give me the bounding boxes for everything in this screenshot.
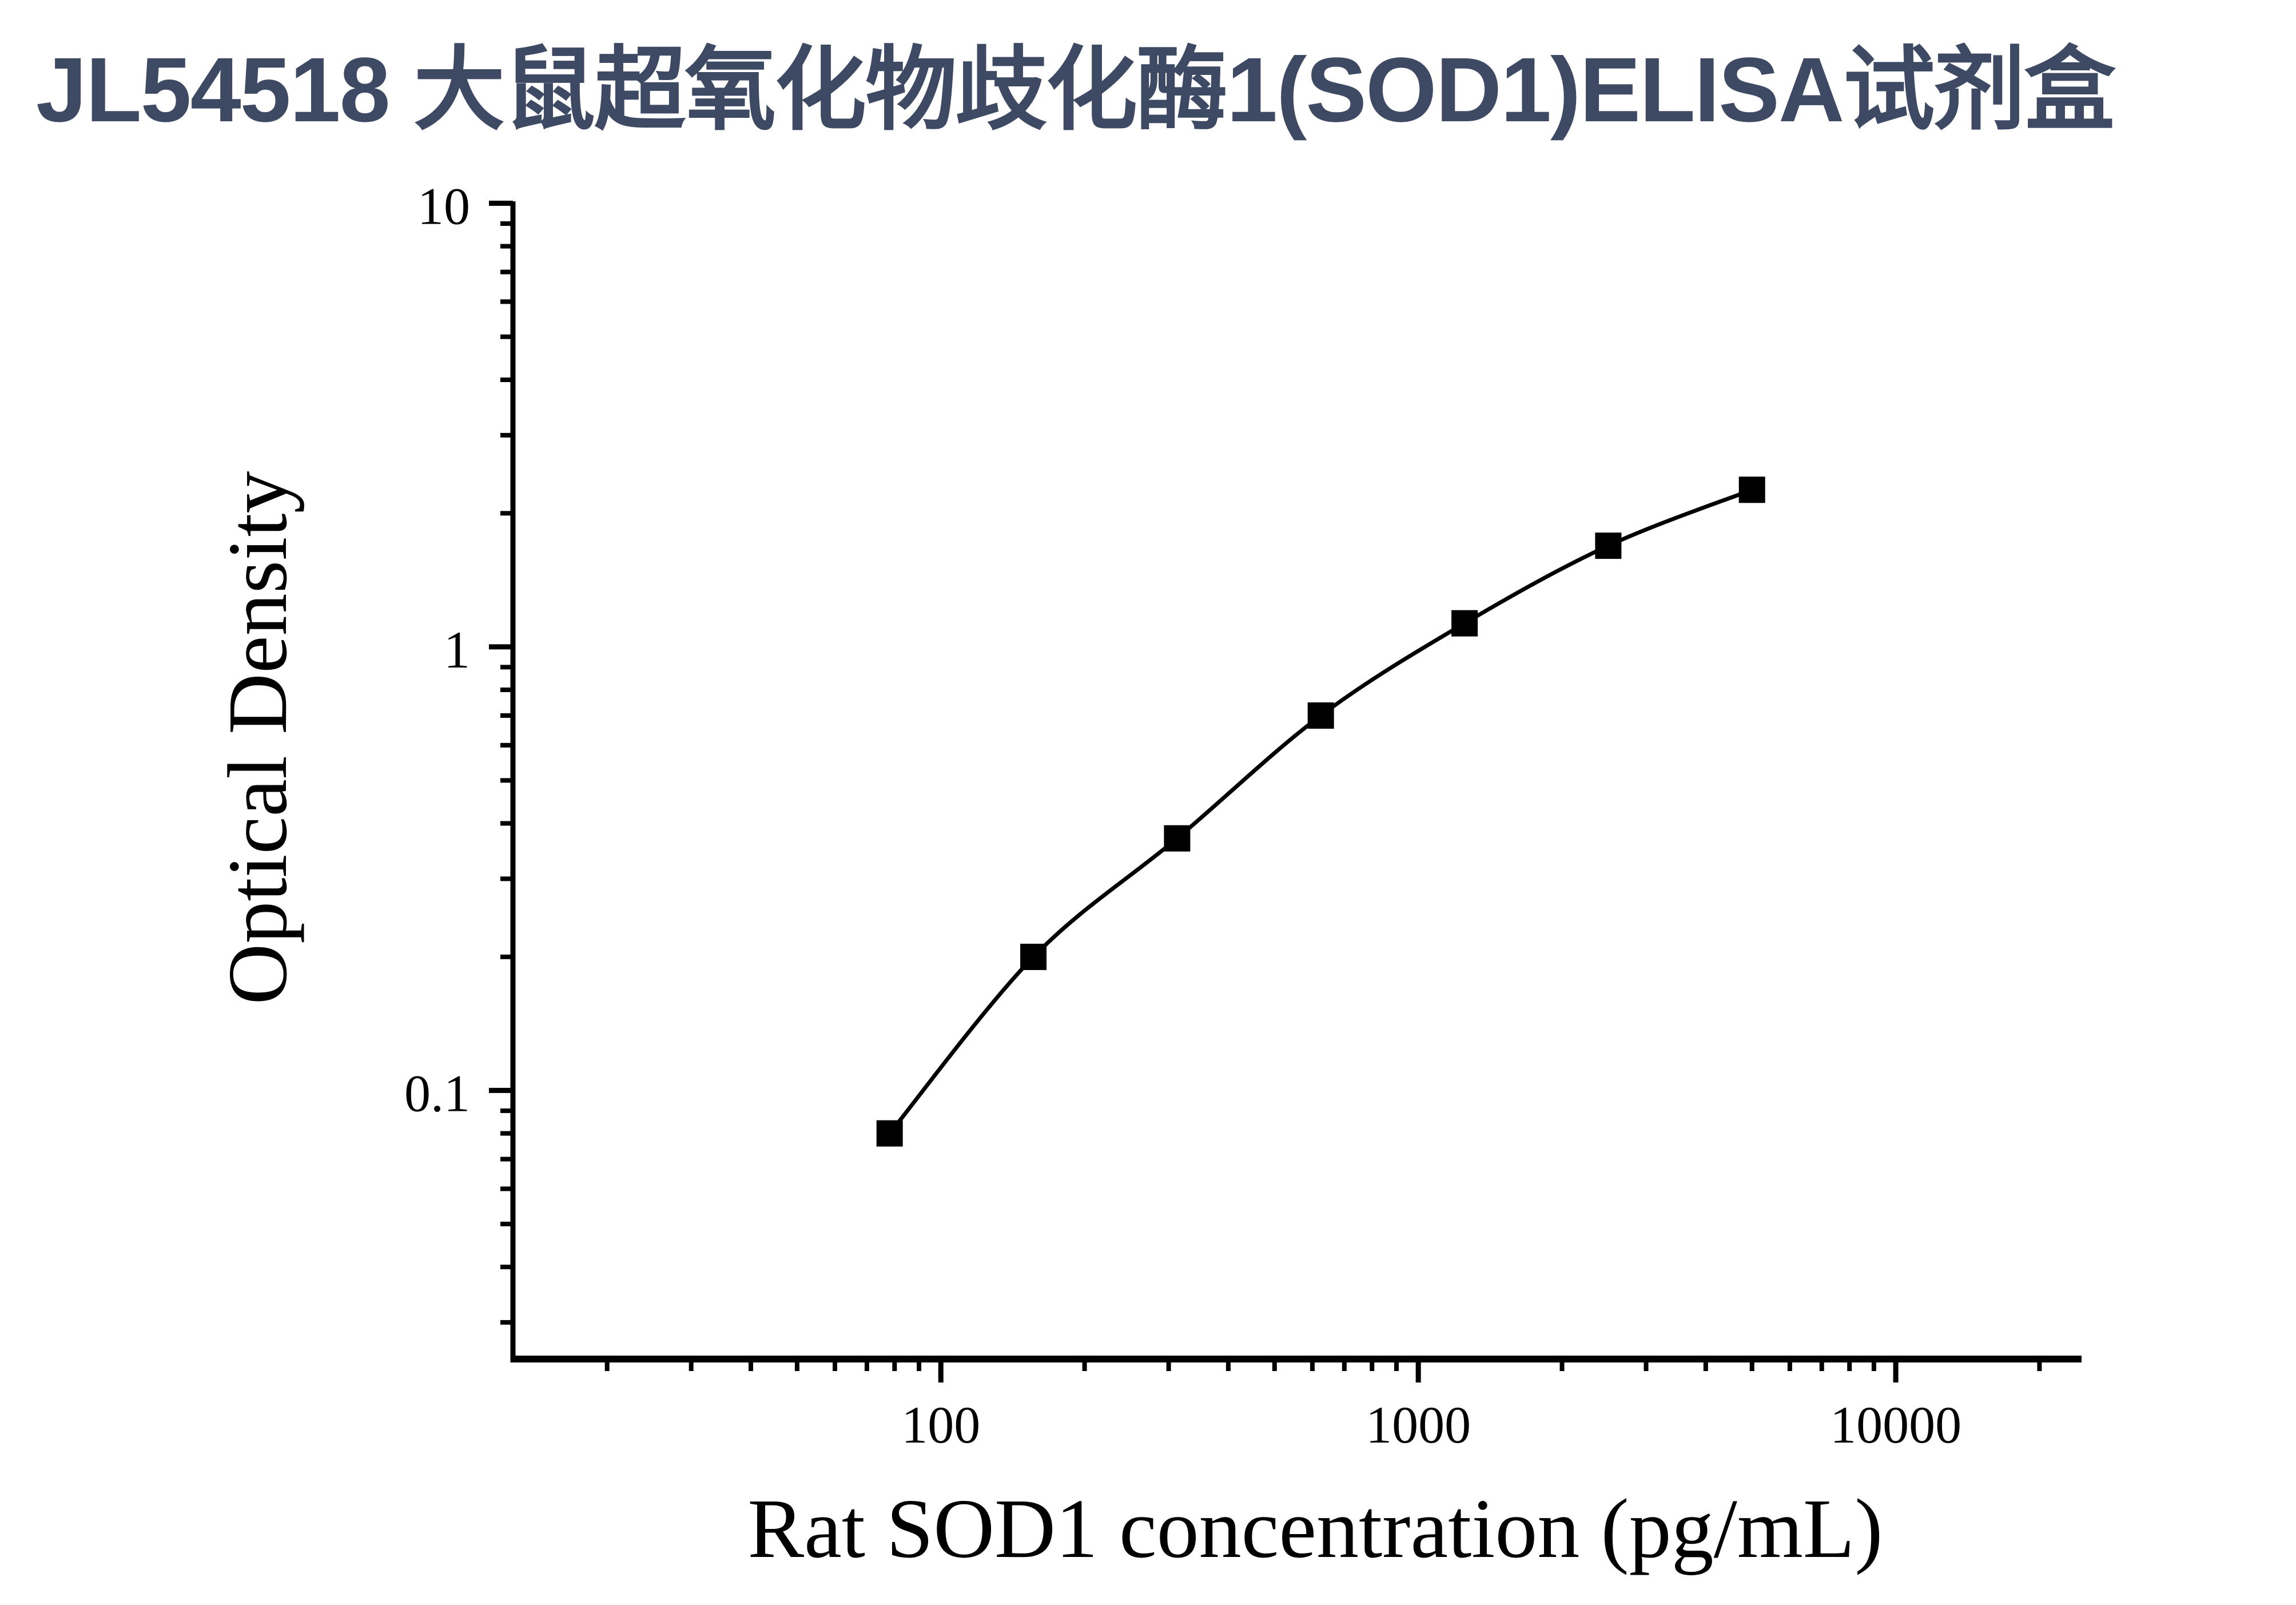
data-point-marker — [1020, 943, 1047, 970]
x-axis-tick-label: 10000 — [1830, 1396, 1961, 1454]
data-point-marker — [1451, 610, 1478, 637]
x-axis-label: Rat SOD1 concentration (pg/mL) — [747, 1482, 1883, 1576]
y-axis-tick-label: 10 — [417, 177, 470, 235]
standard-curve-line — [888, 488, 1753, 1135]
data-point-marker — [1307, 702, 1334, 729]
y-axis-tick-label: 1 — [444, 621, 470, 679]
y-axis-tick-label: 0.1 — [404, 1064, 470, 1122]
x-axis-tick-label: 1000 — [1366, 1396, 1471, 1454]
page-title: JL54518 大鼠超氧化物歧化酶1(SOD1)ELISA试剂盒 — [36, 38, 2116, 141]
data-point-marker — [1595, 533, 1622, 559]
data-point-marker — [1738, 476, 1765, 503]
x-axis-tick-label: 100 — [901, 1396, 980, 1454]
plot-area: 10 1 0.1 100 1000 10000 — [404, 177, 2082, 1454]
data-point-marker — [1164, 825, 1191, 852]
data-point-marker — [876, 1120, 903, 1147]
y-axis-label: Optical Density — [211, 471, 305, 1004]
